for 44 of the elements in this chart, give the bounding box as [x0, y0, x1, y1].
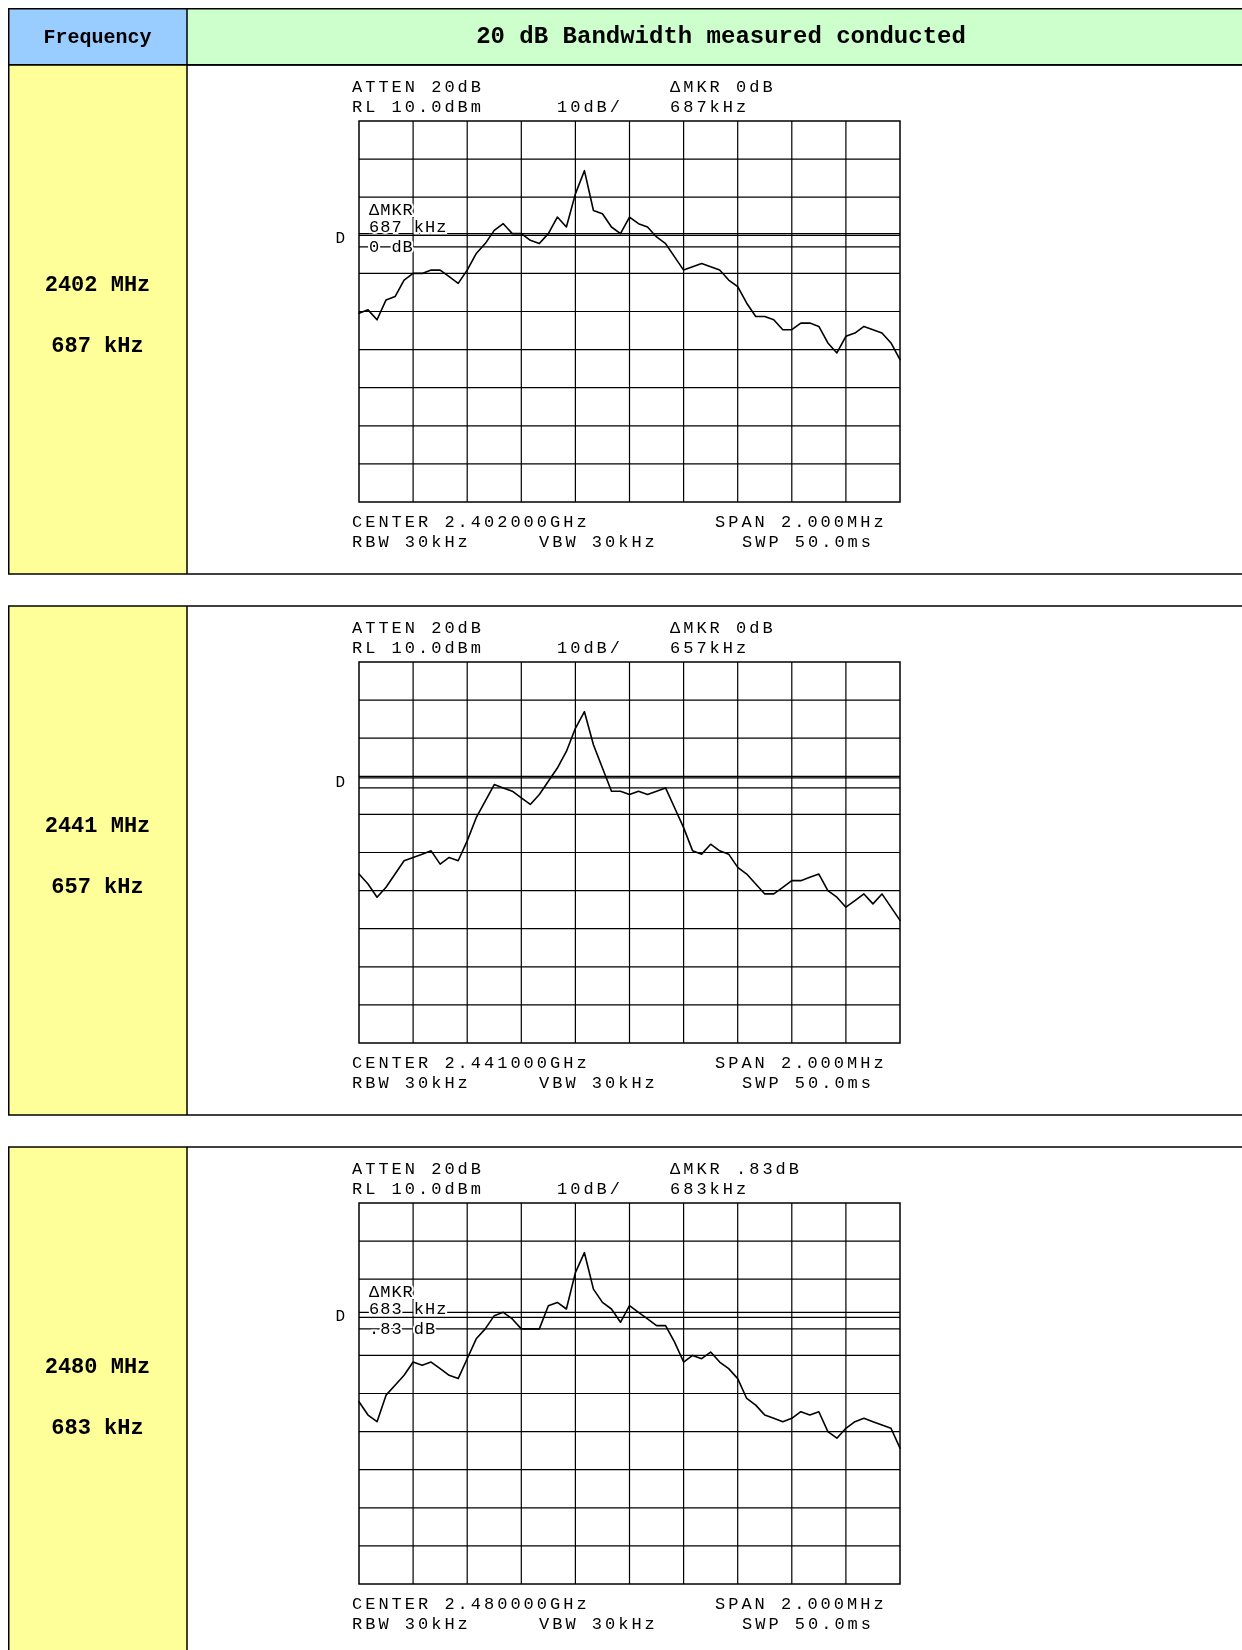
text: SWP 50.0ms: [742, 1615, 875, 1634]
annotation: ΔMKR: [369, 1283, 414, 1302]
text: SPAN 2.000MHz: [715, 1054, 887, 1073]
text: Frequency: [43, 26, 152, 49]
text: 657kHz: [670, 639, 750, 658]
text: ATTEN 20dB: [352, 78, 485, 97]
text: RL 10.0dBm: [352, 1180, 485, 1199]
text: 20 dB Bandwidth measured conducted: [476, 23, 966, 50]
text: 2480 MHz: [44, 1355, 151, 1380]
text: VBW 30kHz: [539, 1074, 658, 1093]
text: SWP 50.0ms: [742, 533, 875, 552]
text: ATTEN 20dB: [352, 619, 485, 638]
text: 2441 MHz: [44, 814, 151, 839]
annotation: ΔMKR: [369, 201, 414, 220]
text: 683kHz: [670, 1180, 750, 1199]
text: 657 kHz: [51, 875, 144, 900]
text: 10dB/: [557, 1180, 624, 1199]
text: RBW 30kHz: [352, 533, 471, 552]
text: ΔMKR 0dB: [670, 619, 776, 638]
text: CENTER 2.402000GHz: [352, 513, 590, 532]
text: CENTER 2.441000GHz: [352, 1054, 590, 1073]
text: RBW 30kHz: [352, 1074, 471, 1093]
text: 683 kHz: [51, 1416, 144, 1441]
text: SPAN 2.000MHz: [715, 513, 887, 532]
text: SWP 50.0ms: [742, 1074, 875, 1093]
text: RBW 30kHz: [352, 1615, 471, 1634]
ref-line-label: D: [335, 773, 345, 792]
text: VBW 30kHz: [539, 533, 658, 552]
text: SPAN 2.000MHz: [715, 1595, 887, 1614]
text: 687 kHz: [51, 334, 144, 359]
text: ATTEN 20dB: [352, 1160, 485, 1179]
text: VBW 30kHz: [539, 1615, 658, 1634]
text: RL 10.0dBm: [352, 98, 485, 117]
ref-line-label: D: [335, 1308, 345, 1327]
text: ΔMKR .83dB: [670, 1160, 803, 1179]
text: 10dB/: [557, 98, 624, 117]
text: 687kHz: [670, 98, 750, 117]
text: 2402 MHz: [44, 273, 151, 298]
text: CENTER 2.480000GHz: [352, 1595, 590, 1614]
ref-line-label: D: [335, 229, 345, 248]
text: 10dB/: [557, 639, 624, 658]
text: ΔMKR 0dB: [670, 78, 776, 97]
annotation: 687 kHz: [369, 218, 448, 237]
text: RL 10.0dBm: [352, 639, 485, 658]
